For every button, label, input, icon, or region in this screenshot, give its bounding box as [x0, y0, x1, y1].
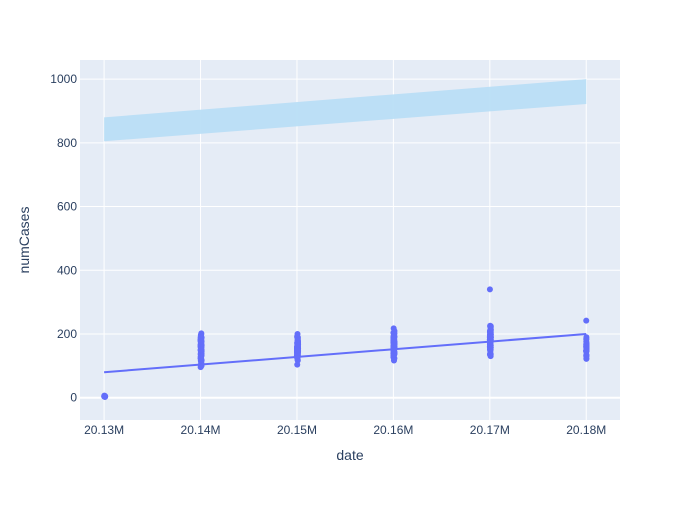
y-tick-label: 600	[57, 200, 77, 214]
data-point	[583, 343, 590, 350]
trend-line	[104, 332, 587, 374]
data-point	[583, 347, 590, 354]
prediction-band	[104, 79, 587, 142]
data-point	[294, 339, 301, 346]
x-axis-label: date	[336, 447, 363, 463]
y-axis-label: numCases	[16, 207, 32, 274]
data-point	[391, 351, 398, 358]
y-tick-label: 1000	[50, 72, 77, 86]
trend-line-layer	[104, 332, 587, 374]
x-tick-label: 20.13M	[84, 423, 124, 437]
data-point	[198, 346, 205, 353]
data-point	[294, 361, 301, 368]
x-axis-ticks: 20.13M 20.14M 20.15M 20.16M 20.17M 20.18M	[84, 423, 606, 437]
data-point	[391, 341, 398, 348]
x-tick-label: 20.17M	[470, 423, 510, 437]
data-point	[390, 357, 397, 364]
data-point	[487, 342, 494, 349]
data-point-outlier	[583, 317, 590, 324]
y-axis-ticks: 0 200 400 600 800 1000	[50, 72, 77, 405]
y-tick-label: 400	[57, 263, 77, 277]
data-point	[486, 351, 493, 358]
data-point	[197, 353, 204, 360]
y-tick-label: 0	[70, 391, 77, 405]
x-tick-label: 20.18M	[566, 423, 606, 437]
x-tick-label: 20.16M	[373, 423, 413, 437]
x-tick-label: 20.14M	[181, 423, 221, 437]
data-point	[487, 331, 494, 338]
data-point	[198, 331, 205, 338]
data-point	[487, 322, 494, 329]
y-tick-label: 800	[57, 136, 77, 150]
data-point	[198, 338, 205, 345]
confidence-band	[104, 79, 587, 142]
x-tick-label: 20.15M	[277, 423, 317, 437]
data-point	[390, 325, 397, 332]
y-tick-label: 200	[57, 327, 77, 341]
data-point	[294, 347, 301, 354]
data-point	[101, 393, 108, 400]
data-point-outlier	[486, 286, 493, 293]
data-point	[390, 336, 397, 343]
